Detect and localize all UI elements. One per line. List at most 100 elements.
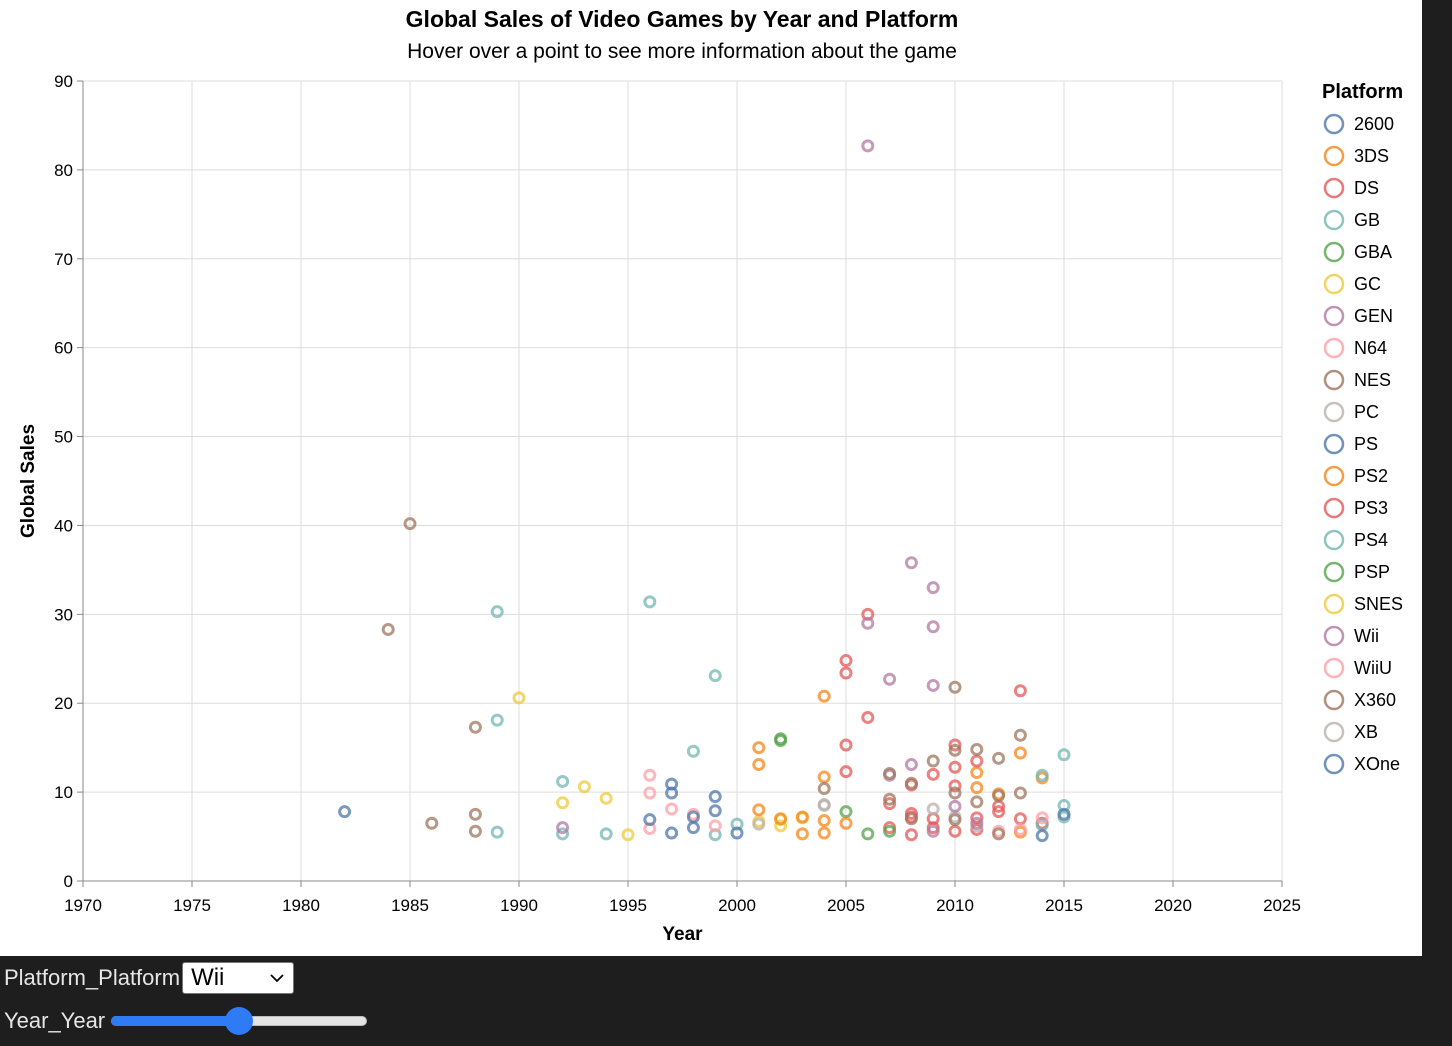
data-point-3ds [970,766,984,780]
data-point-nes [468,824,482,838]
data-point-gen [556,821,570,835]
y-tick-label: 70 [54,250,73,269]
data-point-n64 [665,802,679,816]
y-tick-label: 60 [54,339,73,358]
data-point-ps2 [817,770,831,784]
data-point-gb [643,595,657,609]
y-tick-label: 80 [54,161,73,180]
data-point-ds [861,710,875,724]
year-slider-thumb[interactable] [225,1007,254,1035]
year-slider-fill [111,1016,240,1026]
legend-symbol [1323,657,1345,679]
data-point-ps [686,821,700,835]
scatter-chart: 1970 1975 1980 1985 1990 1995 2000 2005 2010 2015… [18,6,1403,945]
data-point-gb [490,713,504,727]
chart-title: Global Sales of Video Games by Year and … [406,6,959,32]
data-point-x360 [970,795,984,809]
data-point-snes [599,791,613,805]
data-point-ps2 [752,758,766,772]
data-point-pc [926,802,940,816]
data-point-x360 [992,827,1006,841]
x-tick-label: 1995 [609,896,647,915]
legend-label: PSP [1354,562,1390,582]
x-tick-label: 1985 [391,896,429,915]
data-point-snes [512,691,526,705]
legend-label: 3DS [1354,146,1389,166]
data-point-x360 [883,766,897,780]
data-point-ds [904,828,918,842]
legend-symbol [1323,337,1345,359]
legend-label: PS [1354,434,1378,454]
legend-label: GEN [1354,306,1393,326]
data-point-2600 [338,805,352,819]
data-point-snes [577,780,591,794]
y-tick-label: 30 [54,605,73,624]
data-point-xone [1057,807,1071,821]
legend-symbol [1323,241,1345,263]
platform-select-value: Wii [191,964,225,991]
legend-title: Platform [1322,81,1403,103]
x-tick-label: 2000 [718,896,756,915]
data-point-x360 [904,776,918,790]
data-point-gb [686,744,700,758]
data-point-n64 [643,786,657,800]
data-point-wii [904,758,918,772]
legend-label: PC [1354,402,1379,422]
legend-label: NES [1354,370,1391,390]
legend-label: GBA [1354,242,1392,262]
data-point-x360 [948,813,962,827]
platform-select[interactable]: Wii [182,962,295,994]
data-point-ps4 [1035,768,1049,782]
data-point-xb [752,817,766,831]
year-slider[interactable] [111,1007,368,1035]
legend-symbol [1323,465,1345,487]
legend-symbol [1323,721,1345,743]
data-point-n64 [643,768,657,782]
data-point-ps [665,786,679,800]
x-tick-label: 1990 [500,896,538,915]
platform-label: Platform_Platform [4,965,181,990]
data-point-gba [861,827,875,841]
legend-label: SNES [1354,594,1403,614]
data-point-ps3 [948,738,962,752]
data-point-ds [948,760,962,774]
data-point-wii [904,556,918,570]
data-point-ds [839,765,853,779]
data-point-3ds [1013,746,1027,760]
data-point-ps2 [795,810,809,824]
x-tick-label: 1970 [64,896,102,915]
data-point-ds [839,666,853,680]
legend-symbol [1323,113,1345,135]
data-point-snes [556,796,570,810]
data-point-wiiu [1013,822,1027,836]
data-point-gb [708,669,722,683]
y-tick-label: 10 [54,783,73,802]
data-point-gb [556,827,570,841]
legend-label: 2600 [1354,114,1394,134]
data-point-ds [948,824,962,838]
legend-label: PS2 [1354,466,1388,486]
data-point-wiiu [1035,811,1049,825]
data-point-gb [556,774,570,788]
data-point-ds [926,767,940,781]
y-axis-title: Global Sales [18,424,39,538]
data-point-ps3 [992,805,1006,819]
data-point-ps2 [817,814,831,828]
data-point-ps2 [795,827,809,841]
axes: 1970 1975 1980 1985 1990 1995 2000 2005 2010 2015… [18,72,1301,945]
x-axis-title: Year [662,924,703,945]
data-point-x360 [948,680,962,694]
legend-symbol [1323,753,1345,775]
data-point-wii [970,816,984,830]
legend-symbol [1323,369,1345,391]
y-tick-label: 40 [54,516,73,535]
data-point-ps [665,826,679,840]
legend-label: XOne [1354,754,1400,774]
legend-symbol [1323,401,1345,423]
data-point-x360 [904,812,918,826]
y-tick-label: 50 [54,428,73,447]
data-point-ps2 [817,689,831,703]
data-point-x360 [817,782,831,796]
legend-symbol [1323,497,1345,519]
data-point-nes [425,816,439,830]
